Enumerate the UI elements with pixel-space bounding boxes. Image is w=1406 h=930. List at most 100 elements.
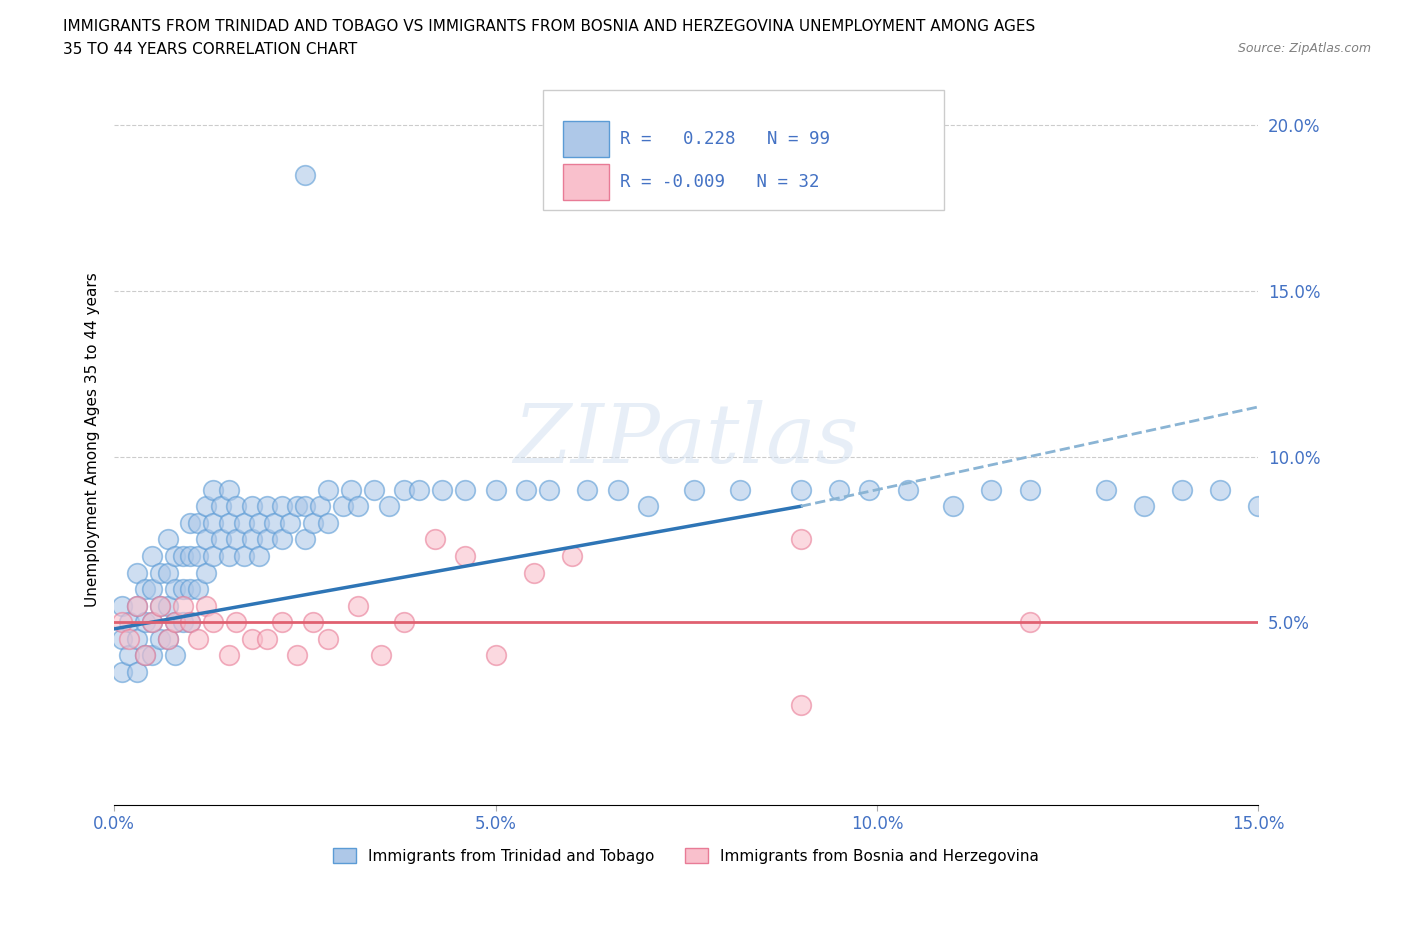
Point bbox=[209, 532, 232, 547]
Bar bbox=[562, 164, 609, 200]
Point bbox=[278, 515, 301, 530]
Point bbox=[141, 581, 163, 596]
Point bbox=[218, 648, 240, 663]
Point bbox=[194, 598, 217, 613]
Point bbox=[240, 631, 263, 646]
Point bbox=[271, 532, 294, 547]
Point bbox=[294, 498, 316, 513]
Point bbox=[1171, 483, 1194, 498]
Point bbox=[165, 615, 187, 630]
Point bbox=[637, 498, 659, 513]
Point bbox=[432, 483, 454, 498]
Point bbox=[218, 483, 240, 498]
Point bbox=[271, 615, 294, 630]
Point bbox=[141, 615, 163, 630]
FancyBboxPatch shape bbox=[543, 90, 943, 210]
Point bbox=[179, 581, 201, 596]
Point bbox=[896, 483, 918, 498]
Point bbox=[790, 532, 813, 547]
Point bbox=[156, 532, 179, 547]
Point bbox=[423, 532, 446, 547]
Point bbox=[125, 598, 148, 613]
Point bbox=[256, 631, 278, 646]
Point bbox=[301, 615, 323, 630]
Point bbox=[240, 498, 263, 513]
Point bbox=[316, 515, 339, 530]
Point bbox=[149, 598, 172, 613]
Point bbox=[606, 483, 628, 498]
Point bbox=[194, 565, 217, 580]
Point bbox=[225, 498, 247, 513]
Point bbox=[218, 549, 240, 564]
Point bbox=[134, 615, 156, 630]
Point bbox=[111, 631, 134, 646]
Point bbox=[149, 598, 172, 613]
Text: R = -0.009   N = 32: R = -0.009 N = 32 bbox=[620, 173, 820, 191]
Point bbox=[179, 549, 201, 564]
Point bbox=[149, 631, 172, 646]
Point bbox=[1247, 498, 1270, 513]
Point bbox=[125, 565, 148, 580]
Point bbox=[408, 483, 430, 498]
Point bbox=[232, 515, 254, 530]
Point bbox=[485, 483, 508, 498]
Point bbox=[187, 631, 209, 646]
Point bbox=[202, 549, 225, 564]
Point bbox=[209, 498, 232, 513]
Point bbox=[118, 615, 141, 630]
Point bbox=[523, 565, 546, 580]
Point bbox=[134, 648, 156, 663]
Point bbox=[537, 483, 560, 498]
Point bbox=[301, 515, 323, 530]
Point bbox=[179, 515, 201, 530]
Point bbox=[332, 498, 354, 513]
Point bbox=[370, 648, 392, 663]
Point bbox=[263, 515, 285, 530]
Point bbox=[118, 631, 141, 646]
Point bbox=[141, 648, 163, 663]
Y-axis label: Unemployment Among Ages 35 to 44 years: Unemployment Among Ages 35 to 44 years bbox=[86, 272, 100, 607]
Point bbox=[858, 483, 880, 498]
Point bbox=[485, 648, 508, 663]
Point bbox=[1018, 615, 1040, 630]
Point bbox=[285, 648, 308, 663]
Point bbox=[156, 565, 179, 580]
Point bbox=[165, 648, 187, 663]
Point bbox=[202, 515, 225, 530]
Point bbox=[256, 532, 278, 547]
Text: ZIPatlas: ZIPatlas bbox=[513, 400, 859, 480]
Point bbox=[134, 581, 156, 596]
Point bbox=[111, 615, 134, 630]
Point bbox=[347, 498, 370, 513]
Point bbox=[316, 483, 339, 498]
Point bbox=[156, 631, 179, 646]
Point bbox=[111, 598, 134, 613]
Point bbox=[1095, 483, 1118, 498]
Point bbox=[194, 498, 217, 513]
Text: 35 TO 44 YEARS CORRELATION CHART: 35 TO 44 YEARS CORRELATION CHART bbox=[63, 42, 357, 57]
Point bbox=[392, 483, 415, 498]
Point bbox=[980, 483, 1002, 498]
Point bbox=[187, 515, 209, 530]
Point bbox=[294, 167, 316, 182]
Point bbox=[134, 648, 156, 663]
Point bbox=[165, 615, 187, 630]
Point bbox=[232, 549, 254, 564]
Point bbox=[454, 483, 477, 498]
Point bbox=[1018, 483, 1040, 498]
Point bbox=[179, 615, 201, 630]
Point bbox=[172, 615, 194, 630]
Point bbox=[156, 598, 179, 613]
Point bbox=[378, 498, 401, 513]
Bar bbox=[562, 121, 609, 157]
Point bbox=[683, 483, 706, 498]
Point bbox=[141, 549, 163, 564]
Point bbox=[202, 615, 225, 630]
Point bbox=[1133, 498, 1156, 513]
Point bbox=[118, 648, 141, 663]
Point bbox=[165, 549, 187, 564]
Point bbox=[165, 581, 187, 596]
Point bbox=[194, 532, 217, 547]
Point bbox=[125, 598, 148, 613]
Point bbox=[1209, 483, 1232, 498]
